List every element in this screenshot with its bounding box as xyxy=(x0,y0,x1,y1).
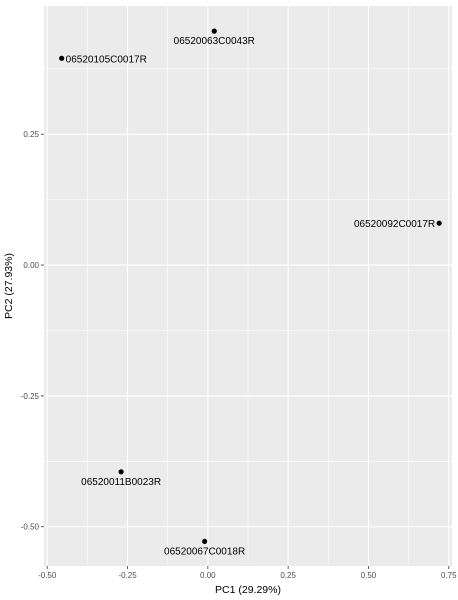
x-tick-label: 0.75 xyxy=(441,571,457,580)
data-points: 06520063C0043R 06520105C0017R 06520092C001… xyxy=(59,28,442,557)
y-axis-title: PC2 (27.93%) xyxy=(3,253,15,319)
y-tick-label: 0.00 xyxy=(23,261,39,270)
point-label: 06520067C0018R xyxy=(164,546,245,557)
major-grid xyxy=(44,6,452,566)
x-axis-ticks: -0.50 -0.25 0.00 0.25 0.50 0.75 xyxy=(38,566,457,580)
data-point xyxy=(211,28,217,34)
point-label: 06520092C0017R xyxy=(354,219,435,230)
x-tick-label: 0.00 xyxy=(200,571,216,580)
x-tick-label: -0.50 xyxy=(38,571,57,580)
point-label: 06520011B0023R xyxy=(81,477,161,488)
data-point xyxy=(59,55,65,61)
point-label: 06520105C0017R xyxy=(66,54,147,65)
x-tick-label: 0.50 xyxy=(361,571,377,580)
x-tick-label: -0.25 xyxy=(118,571,137,580)
x-tick-label: 0.25 xyxy=(280,571,296,580)
y-tick-label: -0.50 xyxy=(21,523,40,532)
data-point xyxy=(436,220,442,226)
data-point xyxy=(118,469,124,475)
data-point xyxy=(202,538,208,545)
y-tick-label: -0.25 xyxy=(21,392,40,401)
point-label: 06520063C0043R xyxy=(174,36,255,47)
minor-grid xyxy=(44,6,452,566)
y-axis-ticks: -0.50 -0.25 0.00 0.25 xyxy=(21,130,44,532)
y-tick-label: 0.25 xyxy=(23,130,39,139)
x-axis-title: PC1 (29.29%) xyxy=(215,584,281,596)
